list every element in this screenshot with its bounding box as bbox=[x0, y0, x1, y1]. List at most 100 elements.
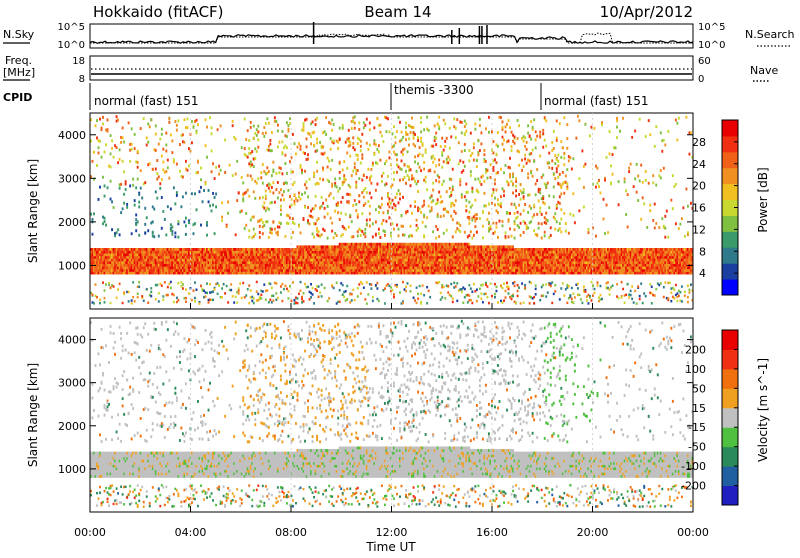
heatmap-cell bbox=[505, 231, 507, 234]
heatmap-cell bbox=[502, 120, 504, 123]
heatmap-cell bbox=[459, 224, 461, 227]
heatmap-cell bbox=[387, 211, 389, 214]
heatmap-cell bbox=[401, 168, 403, 171]
heatmap-cell bbox=[120, 211, 122, 214]
heatmap-cell bbox=[441, 137, 443, 140]
heatmap-cell bbox=[435, 164, 437, 167]
heatmap-cell bbox=[269, 190, 271, 193]
heatmap-cell bbox=[461, 121, 463, 124]
heatmap-cell bbox=[113, 285, 115, 287]
heatmap-cell bbox=[155, 190, 157, 193]
heatmap-cell bbox=[176, 297, 178, 299]
heatmap-cell bbox=[113, 156, 115, 159]
heatmap-cell bbox=[286, 172, 288, 175]
heatmap-cell bbox=[399, 121, 401, 124]
heatmap-cell bbox=[378, 228, 380, 231]
heatmap-cell bbox=[357, 142, 359, 145]
heatmap-cell bbox=[128, 121, 130, 124]
heatmap-cell bbox=[369, 218, 371, 221]
heatmap-cell bbox=[404, 234, 406, 237]
heatmap-cell bbox=[483, 149, 485, 152]
heatmap-cell bbox=[239, 282, 241, 284]
noise-left-tick-top: 10^5 bbox=[58, 22, 85, 33]
heatmap-cell bbox=[508, 119, 510, 122]
heatmap-cell bbox=[491, 295, 493, 297]
heatmap-cell bbox=[443, 232, 445, 235]
heatmap-cell bbox=[281, 283, 283, 285]
heatmap-cell bbox=[339, 187, 341, 190]
heatmap-cell bbox=[93, 212, 95, 215]
heatmap-cell bbox=[271, 174, 273, 177]
heatmap-cell bbox=[360, 140, 362, 143]
heatmap-cell bbox=[494, 296, 496, 298]
heatmap-cell bbox=[98, 146, 100, 149]
heatmap-cell bbox=[417, 162, 419, 165]
freq-left-tick-bottom: 8 bbox=[79, 74, 85, 85]
heatmap-cell bbox=[327, 166, 329, 169]
heatmap-cell bbox=[358, 283, 360, 285]
heatmap-cell bbox=[414, 180, 416, 183]
heatmap-cell bbox=[474, 123, 476, 126]
heatmap-cell bbox=[488, 221, 490, 224]
heatmap-cell bbox=[253, 297, 255, 299]
heatmap-cell bbox=[402, 302, 404, 304]
heatmap-cell bbox=[470, 132, 472, 135]
heatmap-cell bbox=[431, 194, 433, 197]
heatmap-cell bbox=[247, 288, 249, 290]
heatmap-cell bbox=[496, 161, 498, 164]
heatmap-cell bbox=[328, 180, 330, 183]
heatmap-cell bbox=[337, 147, 339, 150]
heatmap-cell bbox=[486, 218, 488, 221]
heatmap-cell bbox=[238, 287, 240, 289]
heatmap-cell bbox=[146, 144, 148, 147]
heatmap-cell bbox=[429, 169, 431, 172]
heatmap-cell bbox=[447, 211, 449, 214]
heatmap-cell bbox=[471, 291, 473, 293]
heatmap-cell bbox=[497, 236, 499, 239]
heatmap-cell bbox=[315, 195, 317, 198]
heatmap-cell bbox=[227, 212, 229, 215]
heatmap-cell bbox=[410, 290, 412, 292]
heatmap-cell bbox=[95, 283, 97, 285]
heatmap-cell bbox=[123, 193, 125, 196]
heatmap-cell bbox=[379, 236, 381, 239]
heatmap-cell bbox=[477, 191, 479, 194]
heatmap-cell bbox=[257, 177, 259, 180]
heatmap-cell bbox=[465, 209, 467, 212]
heatmap-cell bbox=[428, 129, 430, 132]
heatmap-cell bbox=[443, 160, 445, 163]
heatmap-cell bbox=[168, 121, 170, 124]
heatmap-cell bbox=[182, 176, 184, 179]
heatmap-cell bbox=[174, 120, 176, 123]
heatmap-cell bbox=[509, 157, 511, 160]
heatmap-cell bbox=[471, 190, 473, 193]
heatmap-cell bbox=[253, 125, 255, 128]
noise-spikes bbox=[314, 22, 487, 44]
heatmap-cell bbox=[422, 143, 424, 146]
heatmap-cell bbox=[232, 295, 234, 297]
heatmap-cell bbox=[358, 194, 360, 197]
heatmap-cell bbox=[104, 184, 106, 187]
heatmap-cell bbox=[96, 164, 98, 167]
heatmap-cell bbox=[209, 204, 211, 207]
heatmap-cell bbox=[420, 130, 422, 133]
heatmap-cell bbox=[93, 151, 95, 154]
heatmap-cell bbox=[304, 183, 306, 186]
heatmap-cell bbox=[277, 145, 279, 148]
heatmap-cell bbox=[208, 189, 210, 192]
heatmap-cell bbox=[161, 178, 163, 181]
heatmap-cell bbox=[376, 183, 378, 186]
heatmap-cell bbox=[292, 281, 294, 283]
heatmap-cell bbox=[500, 284, 502, 286]
heatmap-cell bbox=[224, 292, 226, 294]
heatmap-cell bbox=[369, 225, 371, 228]
heatmap-cell bbox=[479, 118, 481, 121]
heatmap-cell bbox=[92, 293, 94, 295]
heatmap-cell bbox=[508, 220, 510, 223]
heatmap-cell bbox=[167, 166, 169, 169]
heatmap-cell bbox=[227, 301, 229, 303]
heatmap-cell bbox=[395, 141, 397, 144]
heatmap-cell bbox=[340, 212, 342, 215]
heatmap-cell bbox=[120, 141, 122, 144]
heatmap-cell bbox=[411, 174, 413, 177]
